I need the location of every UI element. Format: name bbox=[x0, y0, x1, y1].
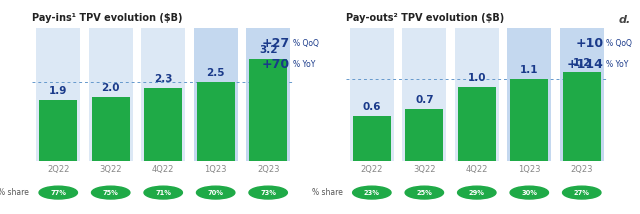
Text: 71%: 71% bbox=[155, 190, 172, 196]
Text: 77%: 77% bbox=[50, 190, 67, 196]
Bar bbox=[508, 28, 551, 160]
Text: 25%: 25% bbox=[417, 190, 432, 196]
Bar bbox=[405, 109, 444, 160]
Text: 3.2: 3.2 bbox=[259, 45, 277, 55]
Bar bbox=[196, 82, 235, 160]
Text: Pay-outs² TPV evolution ($B): Pay-outs² TPV evolution ($B) bbox=[346, 13, 504, 23]
Bar bbox=[36, 28, 80, 160]
Bar bbox=[510, 79, 548, 160]
Bar bbox=[403, 28, 446, 160]
Text: 70%: 70% bbox=[207, 190, 224, 196]
Text: 75%: 75% bbox=[103, 190, 118, 196]
Text: % share: % share bbox=[312, 188, 342, 197]
Text: +27: +27 bbox=[262, 37, 290, 50]
Text: 1.2: 1.2 bbox=[573, 58, 591, 68]
Bar bbox=[455, 28, 499, 160]
Text: % QoQ: % QoQ bbox=[293, 39, 319, 48]
Bar bbox=[563, 72, 601, 160]
Text: 29%: 29% bbox=[468, 190, 485, 196]
Text: 23%: 23% bbox=[364, 190, 380, 196]
Text: 0.7: 0.7 bbox=[415, 95, 434, 105]
Text: % YoY: % YoY bbox=[293, 61, 316, 70]
Bar bbox=[350, 28, 394, 160]
Bar bbox=[144, 88, 182, 160]
Text: 1.1: 1.1 bbox=[520, 65, 538, 76]
Bar bbox=[39, 101, 77, 160]
Text: 2.3: 2.3 bbox=[154, 74, 172, 84]
Text: % YoY: % YoY bbox=[607, 61, 629, 70]
Text: 30%: 30% bbox=[521, 190, 538, 196]
Text: Pay-ins¹ TPV evolution ($B): Pay-ins¹ TPV evolution ($B) bbox=[32, 13, 182, 23]
Bar bbox=[89, 28, 132, 160]
Bar bbox=[353, 116, 391, 160]
Text: 2.0: 2.0 bbox=[102, 83, 120, 93]
Text: 1.0: 1.0 bbox=[468, 73, 486, 83]
Text: +114: +114 bbox=[567, 58, 604, 71]
Bar bbox=[249, 59, 287, 160]
Bar bbox=[246, 28, 290, 160]
Bar bbox=[194, 28, 237, 160]
Bar bbox=[458, 87, 496, 160]
Bar bbox=[560, 28, 604, 160]
Text: 27%: 27% bbox=[574, 190, 590, 196]
Bar bbox=[141, 28, 185, 160]
Text: 1.9: 1.9 bbox=[49, 86, 67, 97]
Text: +10: +10 bbox=[575, 37, 604, 50]
Bar bbox=[92, 97, 130, 160]
Text: +70: +70 bbox=[262, 58, 290, 71]
Text: % share: % share bbox=[0, 188, 29, 197]
Text: 2.5: 2.5 bbox=[207, 68, 225, 77]
Text: % QoQ: % QoQ bbox=[607, 39, 632, 48]
Text: 0.6: 0.6 bbox=[363, 102, 381, 112]
Text: d.: d. bbox=[618, 15, 630, 25]
Text: 73%: 73% bbox=[260, 190, 276, 196]
